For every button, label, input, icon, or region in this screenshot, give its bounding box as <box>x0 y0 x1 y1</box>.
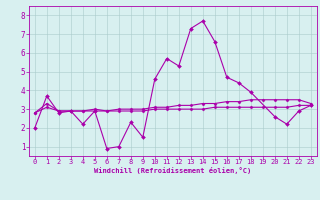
X-axis label: Windchill (Refroidissement éolien,°C): Windchill (Refroidissement éolien,°C) <box>94 167 252 174</box>
